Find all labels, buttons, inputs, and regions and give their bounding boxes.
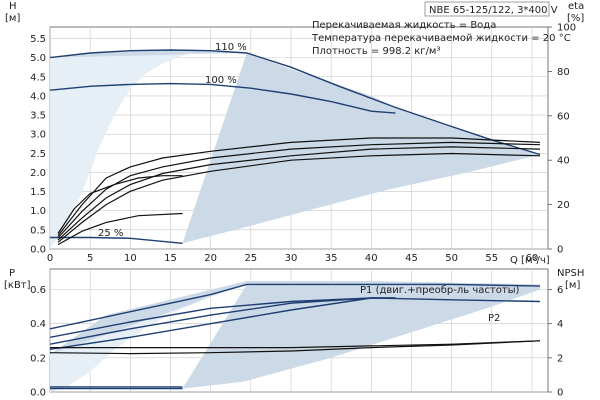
bottom-right-tick-label: 4: [557, 319, 563, 330]
y-axis-unit-left-bottom: [кВт]: [4, 280, 31, 291]
top-y-tick-label: 4.5: [30, 72, 46, 83]
top-low-flow-region: [50, 53, 247, 249]
top-series-head-1: [50, 82, 396, 114]
top-series-efficiency-5: [57, 146, 541, 241]
x-tick-label: 10: [124, 253, 137, 264]
x-tick-label: 20: [204, 253, 217, 264]
bottom-right-tick-label: 6: [557, 285, 563, 296]
top-y-tick-label: 1.0: [30, 206, 46, 217]
top-series-efficiency-7: [57, 212, 183, 246]
y-axis-unit-left-top: [м]: [5, 13, 20, 24]
chart-note-density: Плотность = 998.2 кг/м³: [312, 46, 441, 57]
x-tick-label: 5: [87, 253, 93, 264]
bottom-y-tick-label: 0.2: [30, 353, 46, 364]
curve-label-25: 25 %: [98, 228, 123, 239]
top-right-tick-label: 100: [557, 23, 576, 34]
bottom-series-power-0: [50, 283, 541, 330]
bottom-right-tick-label: 0: [557, 388, 563, 399]
top-right-tick-label: 60: [557, 111, 570, 122]
top-series-efficiency-3: [57, 137, 541, 237]
top-y-tick-label: 0.0: [30, 245, 46, 256]
y-axis-name-left-top: H: [9, 1, 17, 12]
top-y-tick-label: 5.5: [30, 34, 46, 45]
bottom-y-tick-label: 0.6: [30, 285, 46, 296]
top-y-tick-label: 2.5: [30, 149, 46, 160]
bottom-series-npsh-6: [50, 340, 541, 349]
top-right-tick-label: 40: [557, 156, 570, 167]
top-series-efficiency-6: [57, 152, 541, 243]
top-right-tick-label: 0: [557, 245, 563, 256]
top-y-tick-label: 3.5: [30, 111, 46, 122]
bottom-low-flow-region: [50, 284, 247, 392]
top-operating-region: [50, 50, 540, 249]
bottom-operating-region: [50, 281, 540, 392]
bottom-y-tick-label: 0.0: [30, 388, 46, 399]
top-y-tick-label: 1.5: [30, 187, 46, 198]
top-series-head-0: [50, 49, 541, 156]
chart-note-fluid: Перекачиваемая жидкость = Вода: [312, 20, 496, 31]
x-axis-label: Q [м³/ч]: [510, 255, 550, 266]
top-right-tick-label: 20: [557, 200, 570, 211]
x-tick-label: 15: [164, 253, 177, 264]
top-y-tick-label: 3.0: [30, 130, 46, 141]
x-tick-label: 0: [47, 253, 53, 264]
curve-label-110: 110 %: [215, 42, 247, 53]
bottom-y-tick-label: 0.4: [30, 319, 46, 330]
y-axis-unit-right-bottom: [м]: [565, 280, 580, 291]
x-tick-label: 55: [485, 253, 498, 264]
bottom-series-power-1: [50, 297, 541, 338]
top-right-tick-label: 80: [557, 67, 570, 78]
chart-note-temperature: Температура перекачиваемой жидкости = 20…: [311, 33, 571, 44]
y-axis-name-left-bottom: P: [9, 268, 15, 279]
top-y-tick-label: 4.0: [30, 91, 46, 102]
chart-title-box: [424, 1, 550, 17]
x-tick-label: 25: [244, 253, 257, 264]
bottom-right-tick-label: 2: [557, 353, 563, 364]
y-axis-name-right-bottom: NPSH: [557, 268, 584, 279]
x-tick-label: 45: [405, 253, 418, 264]
x-tick-label: 60: [526, 253, 539, 264]
x-tick-label: 50: [445, 253, 458, 264]
bottom-series-npsh-7: [50, 340, 541, 355]
x-tick-label: 35: [325, 253, 338, 264]
x-tick-label: 30: [285, 253, 298, 264]
y-axis-name-right-top: eta: [568, 1, 584, 12]
top-series-efficiency-8: [57, 175, 183, 234]
y-axis-unit-right-top: [%]: [567, 13, 584, 24]
top-y-tick-label: 5.0: [30, 53, 46, 64]
top-y-tick-label: 2.0: [30, 168, 46, 179]
top-y-tick-label: 0.5: [30, 225, 46, 236]
legend-p1: P1 (двиг.+преобр-ль частоты): [360, 285, 520, 296]
chart-title: NBE 65-125/122, 3*400 V: [429, 5, 558, 16]
top-series-efficiency-4: [57, 141, 541, 239]
curve-label-100: 100 %: [205, 75, 237, 86]
legend-p2: P2: [488, 313, 500, 324]
bottom-series-power-3: [50, 297, 396, 350]
x-tick-label: 40: [365, 253, 378, 264]
